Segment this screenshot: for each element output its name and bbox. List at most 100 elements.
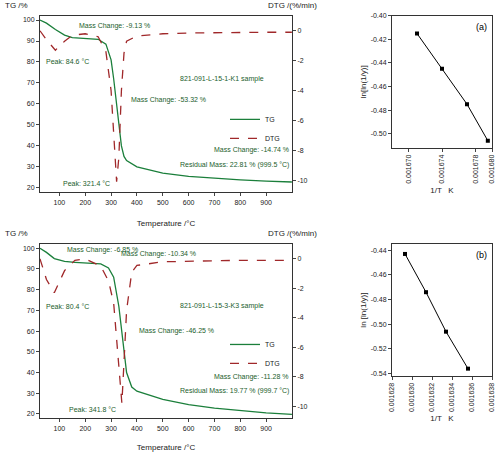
svg-text:0.001630: 0.001630 <box>408 383 415 412</box>
svg-text:30: 30 <box>27 163 35 170</box>
svg-text:TG: TG <box>265 116 275 123</box>
svg-text:700: 700 <box>209 199 221 206</box>
svg-text:0.001628: 0.001628 <box>388 383 395 412</box>
svg-text:-0.46: -0.46 <box>371 83 387 90</box>
svg-text:-0.40: -0.40 <box>371 12 387 19</box>
svg-text:900: 900 <box>260 199 272 206</box>
svg-text:40: 40 <box>27 369 35 376</box>
svg-text:60: 60 <box>27 100 35 107</box>
svg-text:-10: -10 <box>297 403 307 410</box>
svg-text:-0.54: -0.54 <box>371 370 387 377</box>
svg-text:-0.44: -0.44 <box>371 247 387 254</box>
svg-text:300: 300 <box>105 425 117 432</box>
svg-text:100: 100 <box>54 425 66 432</box>
svg-text:(b): (b) <box>476 250 487 260</box>
svg-text:1/T K: 1/T K <box>430 186 454 195</box>
svg-text:-0.52: -0.52 <box>371 345 387 352</box>
svg-text:-0.50: -0.50 <box>371 130 387 137</box>
svg-text:-6: -6 <box>297 117 303 124</box>
svg-text:(a): (a) <box>476 22 487 32</box>
svg-text:300: 300 <box>105 199 117 206</box>
svg-text:0.001674: 0.001674 <box>438 155 445 184</box>
svg-text:80: 80 <box>27 286 35 293</box>
svg-text:600: 600 <box>183 199 195 206</box>
svg-text:-4: -4 <box>297 314 303 321</box>
svg-text:60: 60 <box>27 328 35 335</box>
svg-text:821-091-L-15-3-K3 sample: 821-091-L-15-3-K3 sample <box>180 302 264 310</box>
svg-text:DTG /(%/min): DTG /(%/min) <box>268 229 317 238</box>
svg-text:0: 0 <box>297 255 301 262</box>
svg-text:Temperature /°C: Temperature /°C <box>137 219 196 228</box>
svg-text:-4: -4 <box>297 87 303 94</box>
svg-text:-0.50: -0.50 <box>371 321 387 328</box>
svg-text:70: 70 <box>27 307 35 314</box>
svg-text:Mass Change: -46.25 %: Mass Change: -46.25 % <box>139 327 214 335</box>
svg-text:800: 800 <box>234 199 246 206</box>
svg-text:DTG: DTG <box>265 135 280 142</box>
svg-text:Residual Mass: 22.81 % (999.5: Residual Mass: 22.81 % (999.5 °C) <box>180 161 289 169</box>
svg-text:Temperature /°C: Temperature /°C <box>137 443 196 452</box>
svg-text:50: 50 <box>27 121 35 128</box>
svg-text:40: 40 <box>27 142 35 149</box>
svg-text:400: 400 <box>131 199 143 206</box>
svg-text:0.001634: 0.001634 <box>448 383 455 412</box>
svg-text:200: 200 <box>79 425 91 432</box>
svg-text:600: 600 <box>183 425 195 432</box>
svg-text:-10: -10 <box>297 177 307 184</box>
svg-text:500: 500 <box>157 199 169 206</box>
svg-text:50: 50 <box>27 348 35 355</box>
svg-text:Peak: 80.4 °C: Peak: 80.4 °C <box>46 303 89 310</box>
svg-text:TG: TG <box>265 341 275 348</box>
svg-text:90: 90 <box>27 37 35 44</box>
svg-text:-2: -2 <box>297 57 303 64</box>
svg-text:Mass Change: -53.32 %: Mass Change: -53.32 % <box>131 96 206 104</box>
svg-text:1/T K: 1/T K <box>430 414 454 423</box>
svg-text:900: 900 <box>260 425 272 432</box>
svg-text:-6: -6 <box>297 344 303 351</box>
svg-text:Peak: 321.4 °C: Peak: 321.4 °C <box>63 180 110 187</box>
svg-text:TG /%: TG /% <box>5 229 28 238</box>
svg-text:DTG /(%/min): DTG /(%/min) <box>268 1 317 10</box>
svg-text:70: 70 <box>27 79 35 86</box>
svg-text:TG /%: TG /% <box>5 1 28 10</box>
svg-text:20: 20 <box>27 410 35 417</box>
svg-text:-0.46: -0.46 <box>371 271 387 278</box>
svg-text:500: 500 <box>157 425 169 432</box>
svg-text:800: 800 <box>234 425 246 432</box>
svg-text:-0.48: -0.48 <box>371 107 387 114</box>
svg-text:100: 100 <box>23 16 35 23</box>
svg-text:0.001680: 0.001680 <box>488 155 495 184</box>
svg-text:Mass Change: -9.13 %: Mass Change: -9.13 % <box>79 22 150 30</box>
svg-text:100: 100 <box>23 245 35 252</box>
svg-text:-0.42: -0.42 <box>371 36 387 43</box>
svg-text:100: 100 <box>54 199 66 206</box>
svg-text:Mass Change: -10.34 %: Mass Change: -10.34 % <box>121 250 196 258</box>
svg-text:Mass Change: -6.85 %: Mass Change: -6.85 % <box>67 246 138 254</box>
svg-text:-2: -2 <box>297 285 303 292</box>
svg-text:30: 30 <box>27 390 35 397</box>
svg-text:0.001678: 0.001678 <box>472 155 479 184</box>
svg-text:ln [ln(1/y)]: ln [ln(1/y)] <box>359 293 368 328</box>
svg-text:0.001670: 0.001670 <box>405 155 412 184</box>
svg-text:-8: -8 <box>297 147 303 154</box>
svg-text:-0.44: -0.44 <box>371 59 387 66</box>
svg-text:Peak: 84.6 °C: Peak: 84.6 °C <box>46 58 89 65</box>
svg-text:-8: -8 <box>297 373 303 380</box>
svg-text:ln[ln(1/y)]: ln[ln(1/y)] <box>359 65 368 98</box>
svg-text:400: 400 <box>131 425 143 432</box>
svg-text:821-091-L-15-1-K1 sample: 821-091-L-15-1-K1 sample <box>180 75 264 83</box>
svg-text:700: 700 <box>209 425 221 432</box>
svg-text:200: 200 <box>79 199 91 206</box>
svg-text:Mass Change: -14.74 %: Mass Change: -14.74 % <box>214 146 289 154</box>
svg-text:-0.48: -0.48 <box>371 296 387 303</box>
svg-text:0.001636: 0.001636 <box>468 383 475 412</box>
svg-text:Mass Change: -11.28 %: Mass Change: -11.28 % <box>214 373 289 381</box>
svg-text:Residual Mass: 19.77 % (999.7: Residual Mass: 19.77 % (999.7 °C) <box>180 387 289 395</box>
svg-text:0: 0 <box>297 27 301 34</box>
svg-text:90: 90 <box>27 265 35 272</box>
svg-text:Peak: 341.8 °C: Peak: 341.8 °C <box>69 406 116 413</box>
svg-text:20: 20 <box>27 184 35 191</box>
svg-text:0.001638: 0.001638 <box>488 383 495 412</box>
svg-text:DTG: DTG <box>265 360 280 367</box>
svg-text:80: 80 <box>27 58 35 65</box>
